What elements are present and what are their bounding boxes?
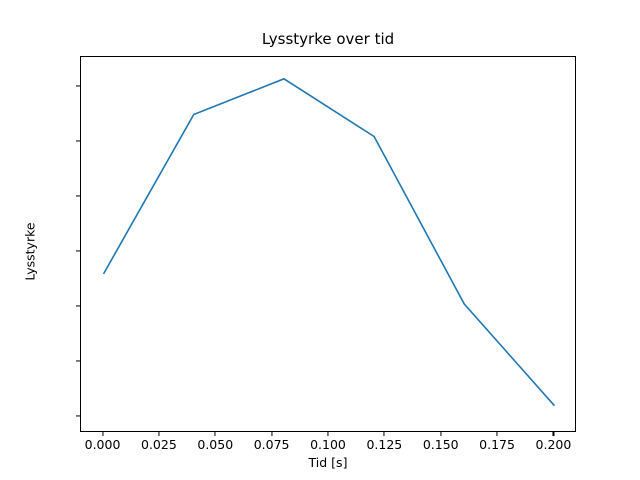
plot-area	[80, 56, 576, 432]
x-tick-label: 0.075	[253, 437, 290, 452]
x-tick-label: 0.125	[366, 437, 403, 452]
x-axis-label: Tid [s]	[308, 455, 348, 470]
x-tick-label: 0.000	[84, 437, 121, 452]
chart-title: Lysstyrke over tid	[261, 30, 395, 48]
x-tick-label: 0.175	[479, 437, 515, 452]
x-tick-label: 0.050	[197, 437, 234, 452]
line-series-svg	[102, 77, 556, 407]
x-tick-label: 0.100	[310, 437, 346, 452]
x-tick-label: 0.200	[535, 437, 572, 452]
data-line	[102, 77, 556, 407]
x-tick-label: 0.025	[141, 437, 177, 452]
y-axis-label: Lysstyrke	[22, 222, 38, 281]
x-tick-label: 0.150	[422, 437, 459, 452]
